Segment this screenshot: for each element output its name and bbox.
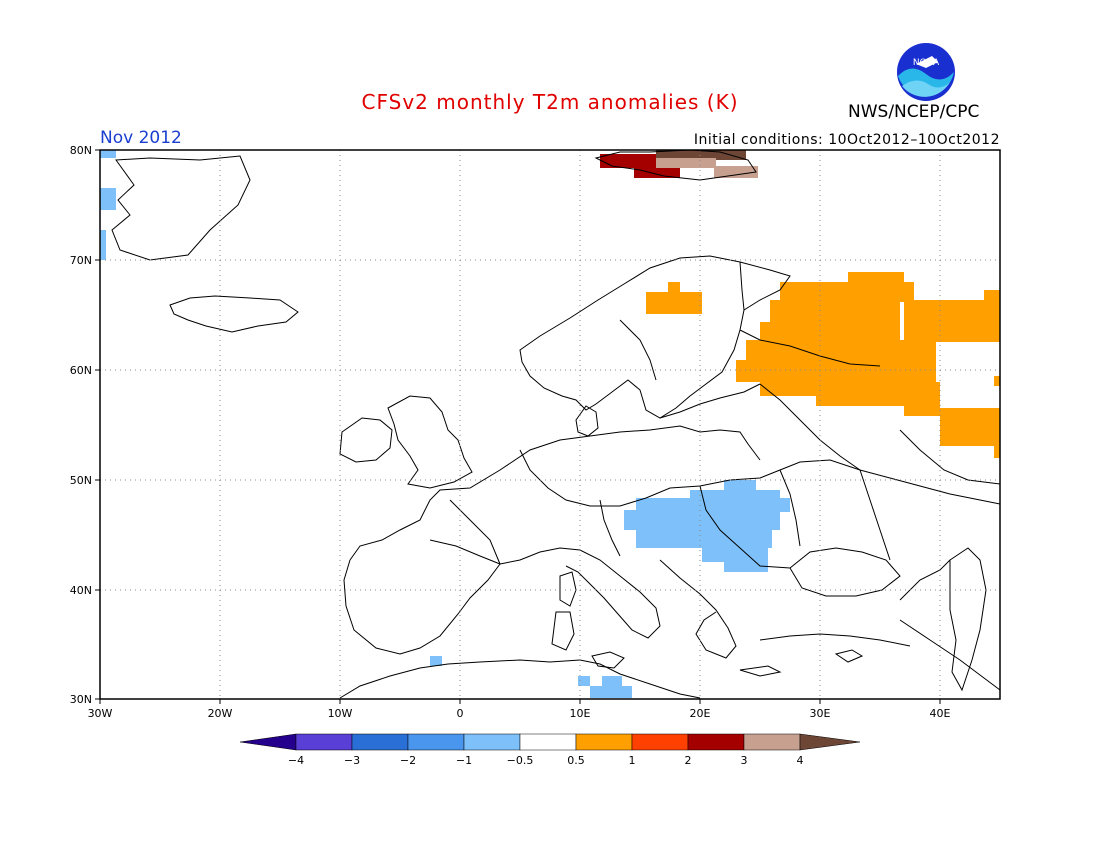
anomaly-cell	[714, 166, 758, 178]
colorbar-min-arrow	[239, 733, 297, 751]
lon-tick-label: 20E	[690, 707, 711, 720]
anomaly-cell	[848, 272, 904, 284]
colorbar-max-arrow	[799, 733, 861, 751]
anomaly-cell	[940, 408, 1000, 446]
colorbar-segment	[407, 733, 465, 751]
anomaly-cell	[904, 394, 940, 416]
colorbar	[239, 733, 861, 751]
anomaly-cell	[636, 498, 790, 512]
colorbar-label: 4	[797, 754, 804, 767]
anomaly-cell	[736, 360, 936, 382]
colorbar-segment	[463, 733, 521, 751]
colorbar-label: −0.5	[507, 754, 534, 767]
lat-tick-label: 60N	[70, 364, 92, 377]
anomaly-cell	[100, 150, 116, 158]
logo-text: NOAA	[913, 58, 940, 68]
anomaly-cell	[646, 292, 702, 314]
anomaly-cell	[994, 444, 1000, 458]
anomaly-cell	[634, 166, 680, 178]
colorbar-segment	[743, 733, 801, 751]
colorbar-label: −2	[400, 754, 416, 767]
tick-marks	[95, 149, 941, 704]
colorbar-segment	[295, 733, 353, 751]
colorbar-segment	[687, 733, 745, 751]
colorbar-label: −1	[456, 754, 472, 767]
anomaly-cell	[656, 150, 746, 160]
map-title: CFSv2 monthly T2m anomalies (K)	[361, 90, 739, 114]
map-frame	[99, 149, 1001, 700]
anomaly-cell	[904, 300, 1000, 342]
lon-tick-label: 20W	[208, 707, 233, 720]
lat-tick-label: 80N	[70, 144, 92, 157]
colorbar-segment	[519, 733, 577, 751]
anomaly-cell	[636, 528, 772, 548]
anomaly-cell	[656, 158, 716, 168]
coastlines	[111, 149, 1001, 699]
anomaly-cell	[578, 676, 590, 686]
lon-tick-label: 30W	[88, 707, 113, 720]
lon-tick-label: 10E	[570, 707, 591, 720]
anomaly-cell	[746, 340, 936, 362]
colorbar-label: 0.5	[567, 754, 585, 767]
lat-tick-label: 30N	[70, 693, 92, 706]
agency-label: NWS/NCEP/CPC	[848, 102, 980, 122]
anomaly-cell	[770, 300, 900, 324]
colorbar-label: 1	[629, 754, 636, 767]
anomaly-cell	[760, 322, 900, 342]
forecast-month: Nov 2012	[100, 128, 182, 148]
anomaly-cell	[816, 394, 906, 406]
initial-conditions: Initial conditions: 10Oct2012–10Oct2012	[693, 132, 1000, 148]
colorbar-label: −4	[288, 754, 304, 767]
lon-tick-labels: 30W 20W 10W 0 10E 20E 30E 40E	[88, 707, 951, 720]
anomaly-cell	[100, 188, 116, 210]
lon-tick-label: 10W	[328, 707, 353, 720]
anomaly-cell	[602, 676, 622, 686]
colorbar-label: −3	[344, 754, 360, 767]
anomaly-cell	[724, 480, 756, 492]
anomaly-cells	[100, 150, 1000, 698]
anomaly-cell	[100, 230, 106, 260]
colorbar-segment	[351, 733, 409, 751]
colorbar-label: 2	[685, 754, 692, 767]
colorbar-segment	[575, 733, 633, 751]
colorbar-label: 3	[741, 754, 748, 767]
lat-tick-label: 70N	[70, 254, 92, 267]
anomaly-cell	[760, 382, 940, 396]
anomaly-cell	[994, 376, 1000, 386]
colorbar-segment	[631, 733, 689, 751]
lat-tick-label: 40N	[70, 584, 92, 597]
anomaly-cell	[702, 546, 768, 562]
anomaly-cell	[624, 510, 780, 530]
graticule	[100, 150, 1000, 699]
anomaly-cell	[590, 686, 632, 698]
lat-tick-labels: 30N 40N 50N 60N 70N 80N	[70, 144, 92, 706]
colorbar-labels: −4 −3 −2 −1 −0.5 0.5 1 2 3 4	[288, 754, 804, 767]
anomaly-cell	[668, 282, 680, 292]
anomaly-cell	[430, 656, 442, 666]
lat-tick-label: 50N	[70, 474, 92, 487]
lon-tick-label: 30E	[810, 707, 831, 720]
anomaly-cell	[600, 154, 656, 168]
anomaly-cell	[984, 290, 1000, 302]
anomaly-cell	[780, 282, 914, 302]
lon-tick-label: 40E	[930, 707, 951, 720]
lon-tick-label: 0	[457, 707, 464, 720]
noaa-logo: NOAA	[897, 43, 955, 101]
